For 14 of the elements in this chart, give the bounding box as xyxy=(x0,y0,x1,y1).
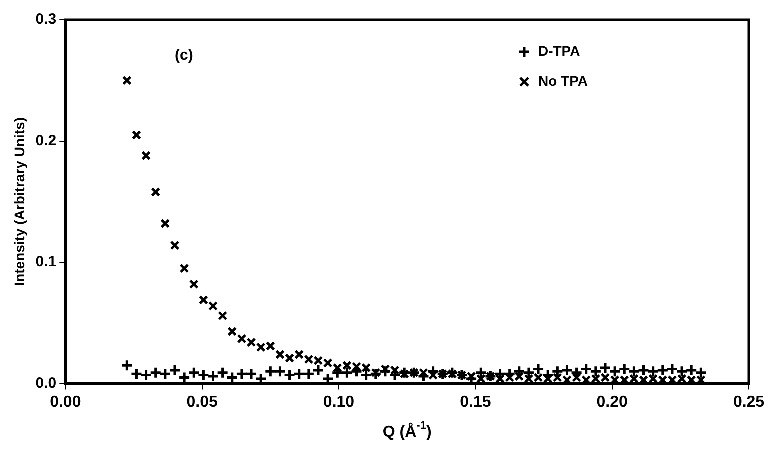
y-tick-label: 0.1 xyxy=(36,254,57,271)
x-tick-label: 0.05 xyxy=(186,394,218,411)
y-tick-label: 0.2 xyxy=(36,132,57,150)
y-axis-title: Intensity (Arbitrary Units) xyxy=(11,117,28,286)
legend-label: No TPA xyxy=(538,72,588,89)
x-tick-label: 0.20 xyxy=(596,394,628,411)
y-tick-label: 0.3 xyxy=(36,11,57,28)
x-tick-label: 0.25 xyxy=(733,394,765,411)
y-tick-label: 0.0 xyxy=(36,374,57,392)
x-tick-label: 0.10 xyxy=(323,394,355,411)
annotation: (c) xyxy=(174,47,194,64)
legend-label: D-TPA xyxy=(538,42,580,59)
x-tick-label: 0.00 xyxy=(50,394,82,411)
x-tick-label: 0.15 xyxy=(460,394,492,411)
